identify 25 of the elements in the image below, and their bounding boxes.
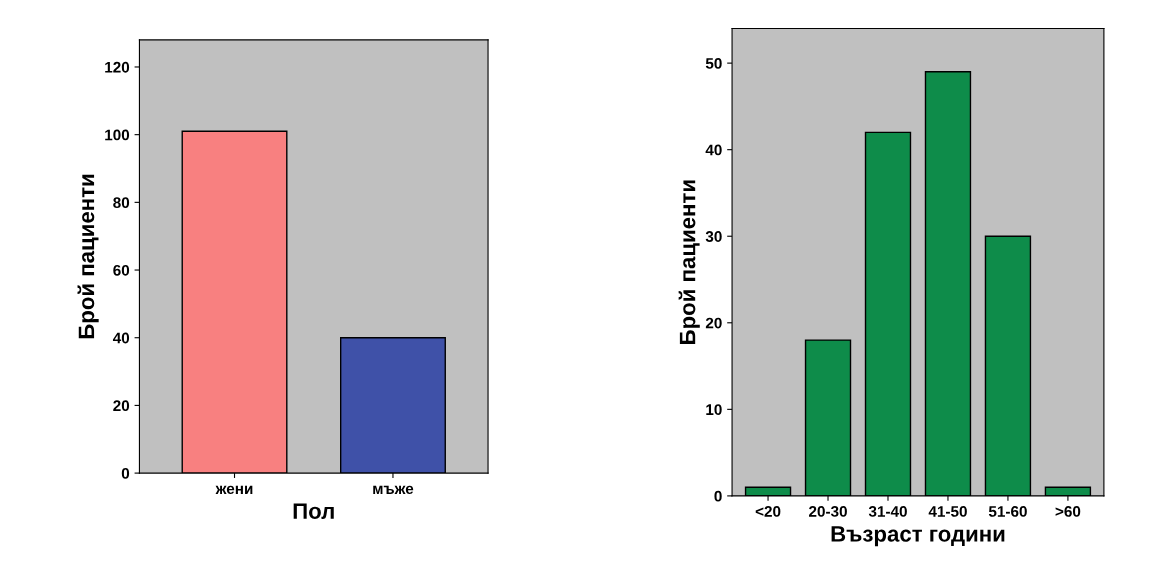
y-tick-label: 0 bbox=[121, 467, 130, 479]
y-tick-label: 50 bbox=[705, 57, 722, 69]
x-axis-title: Пол bbox=[293, 503, 334, 519]
y-tick-label: 100 bbox=[105, 129, 130, 141]
y-tick-label: 20 bbox=[705, 317, 722, 329]
y-tick-label: 80 bbox=[113, 197, 130, 209]
y-tick-label: 60 bbox=[113, 264, 130, 276]
x-tick-label: 41-50 bbox=[928, 506, 967, 517]
y-axis-title: Брой пациенти bbox=[678, 180, 700, 344]
y-tick-label: 40 bbox=[112, 332, 130, 344]
x-tick-label: 51-60 bbox=[988, 506, 1027, 517]
x-tick-label: 20-30 bbox=[809, 506, 847, 517]
y-tick-label: 20 bbox=[113, 400, 130, 412]
x-tick-label: жени bbox=[215, 485, 253, 495]
y-tick-label: 40 bbox=[705, 144, 722, 156]
y-tick-label: 10 bbox=[706, 404, 722, 416]
y-tick-label: 30 bbox=[705, 231, 722, 242]
y-tick-label: 0 bbox=[714, 490, 722, 502]
x-tick-label: <20 bbox=[755, 506, 781, 517]
x-tick-label: мъже bbox=[373, 485, 414, 495]
x-tick-label: 31-40 bbox=[868, 506, 907, 517]
y-tick-label: 120 bbox=[105, 61, 130, 73]
x-axis-title: Възраст години bbox=[831, 526, 1005, 547]
x-tick-label: >60 bbox=[1055, 506, 1081, 517]
y-axis-title: Брой пациенти bbox=[77, 174, 99, 339]
